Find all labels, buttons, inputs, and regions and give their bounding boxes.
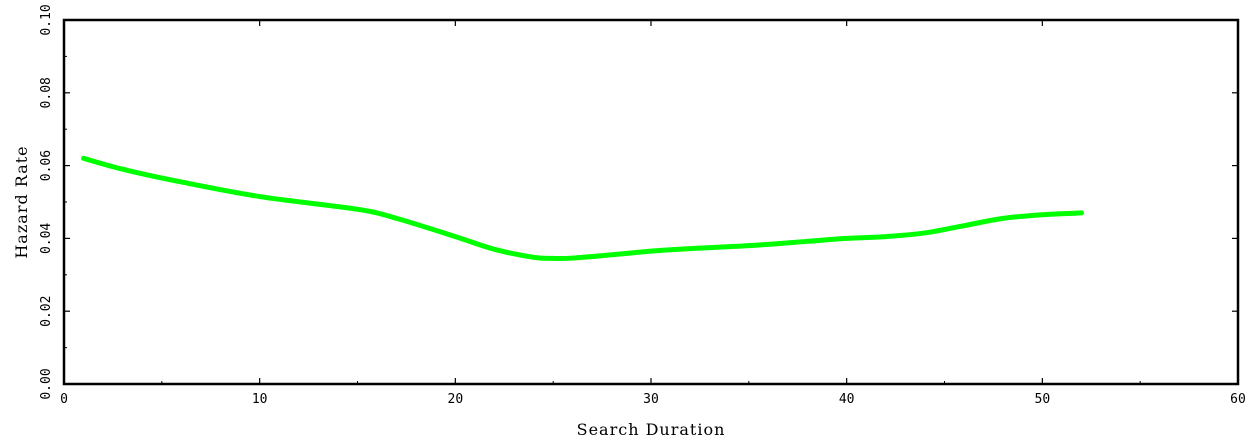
x-tick-label: 20 [448,392,464,407]
y-tick-label: 0.02 [39,296,54,327]
x-tick-label: 30 [643,392,659,407]
x-tick-label: 60 [1230,392,1246,407]
y-tick-label: 0.00 [39,368,54,399]
y-axis-ticks: 0.00 0.02 0.04 0.06 0.08 0.10 [39,4,1238,400]
series-line [81,155,1084,262]
x-axis-title: Search Duration [577,420,726,439]
x-tick-label: 50 [1035,392,1051,407]
x-tick-label: 40 [839,392,855,407]
plot-frame [62,18,1240,386]
y-tick-label: 0.08 [39,77,54,108]
y-axis-title: Hazard Rate [12,145,31,258]
x-tick-label: 10 [252,392,268,407]
y-tick-label: 0.10 [39,4,54,35]
plot-frame-group [62,18,1240,386]
y-tick-label: 0.06 [39,150,54,181]
y-tick-label: 0.04 [39,223,54,254]
x-tick-label: 0 [60,392,68,407]
series-group [81,155,1084,262]
x-axis-ticks: 0 10 20 30 40 50 60 [60,20,1246,407]
